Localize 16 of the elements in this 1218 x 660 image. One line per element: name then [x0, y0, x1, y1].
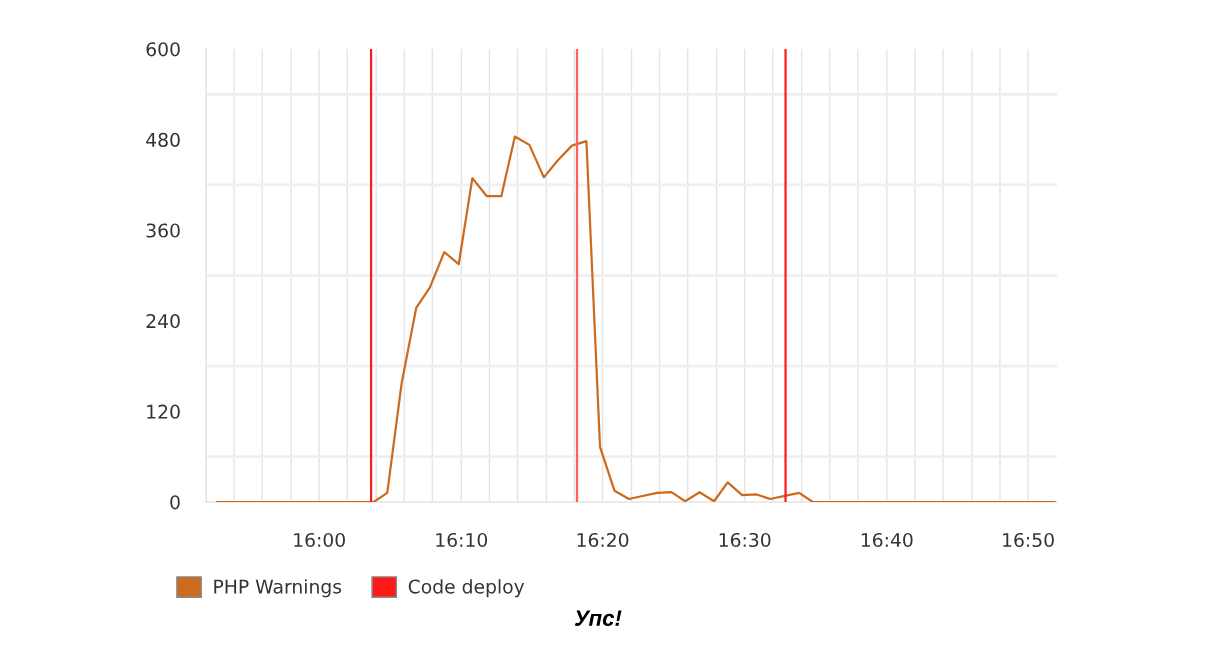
y-tick-label: 360: [146, 223, 180, 238]
y-tick-label: 600: [146, 42, 180, 57]
legend-label: Code deploy: [408, 579, 525, 598]
legend-label: PHP Warnings: [214, 579, 342, 598]
x-tick-label: 16:30: [719, 532, 771, 548]
x-tick-label: 16:00: [294, 532, 345, 548]
text: Упс!: [574, 610, 622, 626]
y-tick-label: 480: [146, 132, 180, 147]
y-tick-label: 240: [146, 314, 180, 329]
y-tick-label: 120: [147, 404, 180, 419]
x-tick-label: 16:40: [861, 532, 913, 548]
y-tick-label: 0: [170, 495, 180, 510]
x-tick-label: 16:50: [1003, 532, 1054, 548]
line-series: [215, 135, 1056, 502]
x-tick-label: 16:10: [436, 532, 488, 548]
x-tick-label: 16:20: [577, 532, 629, 548]
